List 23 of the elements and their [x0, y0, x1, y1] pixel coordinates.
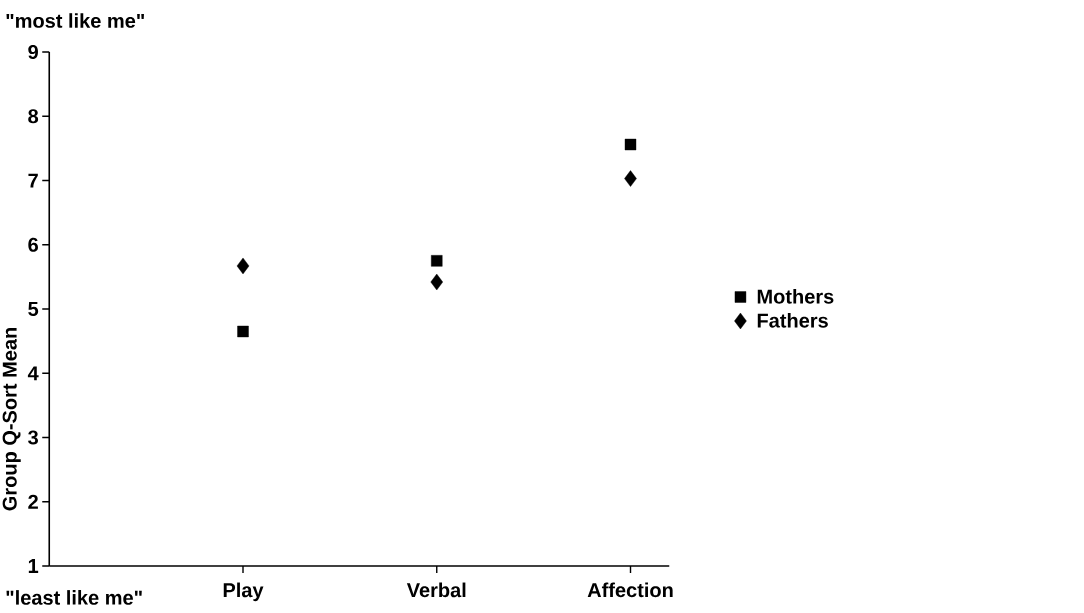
point	[237, 325, 249, 338]
y-tick-label: 4	[27, 366, 39, 381]
point	[624, 170, 637, 187]
x-tick-label: Play	[223, 582, 264, 602]
y-tick-label: 8	[28, 109, 39, 124]
point	[236, 257, 250, 275]
y-axis-title: Group Q-Sort Mean	[2, 328, 21, 511]
y-tick-label: 6	[28, 237, 38, 252]
y-tick-label: 2	[28, 494, 38, 509]
legend-label: Mothers	[757, 289, 834, 304]
point	[430, 273, 443, 291]
x-tick-label: Affection	[587, 582, 673, 598]
y-tick-label: 5	[28, 302, 39, 316]
legend-label: Fathers	[757, 313, 828, 328]
y-tick-label: 9	[28, 44, 38, 60]
y-tick-label: 7	[28, 173, 38, 188]
text: "most like me"	[6, 13, 144, 28]
point	[624, 138, 637, 151]
point	[431, 255, 443, 267]
y-tick-label: 3	[28, 430, 38, 445]
text: "least like me"	[6, 590, 142, 605]
y-tick-label: 1	[28, 559, 39, 573]
x-tick-label: Verbal	[406, 582, 466, 598]
